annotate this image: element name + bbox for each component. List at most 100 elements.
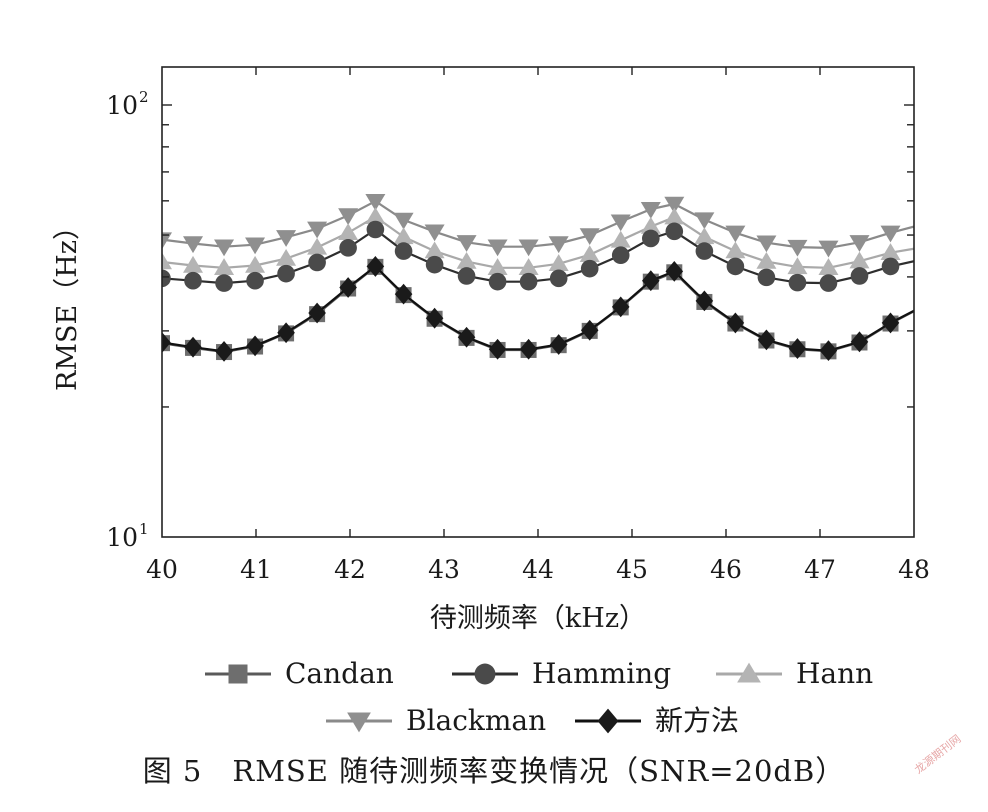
plot-frame <box>161 66 915 538</box>
data-point <box>725 225 746 243</box>
data-point <box>880 225 901 243</box>
data-point <box>664 207 685 225</box>
data-point <box>788 338 807 359</box>
data-point <box>880 243 901 260</box>
x-axis-label: 待测频率（kHz） <box>430 603 646 634</box>
data-point <box>365 207 386 225</box>
data-point <box>611 296 630 318</box>
legend-label: Hamming <box>532 657 671 690</box>
data-point <box>642 229 660 248</box>
legend-marker <box>228 664 248 684</box>
data-point <box>787 257 808 275</box>
data-point <box>214 239 235 257</box>
data-point <box>819 274 838 292</box>
data-point <box>695 290 714 312</box>
data-point <box>339 277 357 298</box>
y-axis-label: RMSE（Hz） <box>52 213 83 391</box>
data-point <box>640 201 661 219</box>
data-point <box>757 268 776 287</box>
data-point <box>488 338 507 360</box>
data-point <box>456 252 477 269</box>
x-tick-label: 42 <box>334 555 366 584</box>
data-point <box>610 214 631 232</box>
y-tick-exponent: 1 <box>139 520 149 538</box>
legend-item: Hann <box>716 657 873 690</box>
data-point <box>694 227 715 245</box>
data-point <box>611 246 630 265</box>
data-point <box>695 242 714 260</box>
data-point <box>757 329 776 351</box>
data-point <box>664 196 685 214</box>
data-point <box>548 236 569 254</box>
data-point <box>850 267 869 285</box>
x-tick-label: 47 <box>804 555 836 584</box>
data-point <box>548 254 569 271</box>
figure-caption: 图 5 RMSE 随待测频率变换情况（SNR=20dB） <box>142 754 846 788</box>
data-point <box>162 332 171 353</box>
data-point <box>580 319 599 341</box>
data-point <box>425 307 444 329</box>
x-tick-label: 45 <box>616 555 648 584</box>
data-point <box>183 236 204 254</box>
series-triangle-up <box>162 207 914 275</box>
data-point <box>850 331 869 353</box>
data-point <box>276 230 297 247</box>
x-tick-label: 46 <box>710 555 742 584</box>
data-point <box>424 224 445 242</box>
legend-marker <box>347 712 371 733</box>
legend-label: Blackman <box>406 704 546 737</box>
data-point <box>184 336 202 358</box>
data-point <box>549 334 568 355</box>
x-tick-label: 44 <box>522 555 554 584</box>
series-triangle-down <box>162 193 914 258</box>
data-point <box>849 251 870 269</box>
data-point <box>756 235 777 253</box>
legend-marker <box>737 662 761 683</box>
data-point <box>215 274 233 292</box>
data-point <box>519 272 538 291</box>
data-point <box>394 242 413 260</box>
data-point <box>488 272 507 291</box>
data-point <box>487 258 508 275</box>
data-point <box>610 230 631 248</box>
data-point <box>519 338 538 360</box>
series-circle <box>162 220 914 292</box>
data-point <box>393 227 414 245</box>
legend-item: Candan <box>205 657 394 690</box>
x-tick-labels: 40 41 42 43 44 45 46 47 48 <box>146 555 930 584</box>
data-point <box>338 208 359 226</box>
data-point <box>308 253 326 272</box>
data-point <box>214 258 235 275</box>
data-point <box>579 228 600 246</box>
legend-label: 新方法 <box>655 704 739 737</box>
data-point <box>366 256 385 277</box>
data-point <box>725 241 746 259</box>
legend: Candan Hamming Hann Blackman 新方法 <box>205 657 873 737</box>
data-point <box>549 269 568 288</box>
data-point <box>245 255 266 273</box>
data-point <box>881 312 900 334</box>
data-point <box>849 235 870 252</box>
data-point <box>162 269 171 288</box>
data-point <box>756 252 777 269</box>
x-tick-label: 48 <box>898 555 930 584</box>
data-point <box>366 220 385 239</box>
data-point <box>457 326 476 348</box>
legend-marker <box>597 708 619 734</box>
data-point <box>277 264 295 283</box>
data-point <box>424 241 445 259</box>
x-tick-label: 43 <box>428 555 460 584</box>
data-point <box>518 258 539 275</box>
data-point <box>787 239 808 257</box>
data-point <box>665 222 684 241</box>
legend-item: Blackman <box>326 704 546 737</box>
data-point <box>183 255 204 273</box>
data-point <box>818 240 839 258</box>
legend-item: 新方法 <box>575 704 739 737</box>
data-point <box>365 193 386 211</box>
data-point <box>881 257 900 276</box>
legend-marker <box>474 663 496 685</box>
data-point <box>215 340 233 362</box>
